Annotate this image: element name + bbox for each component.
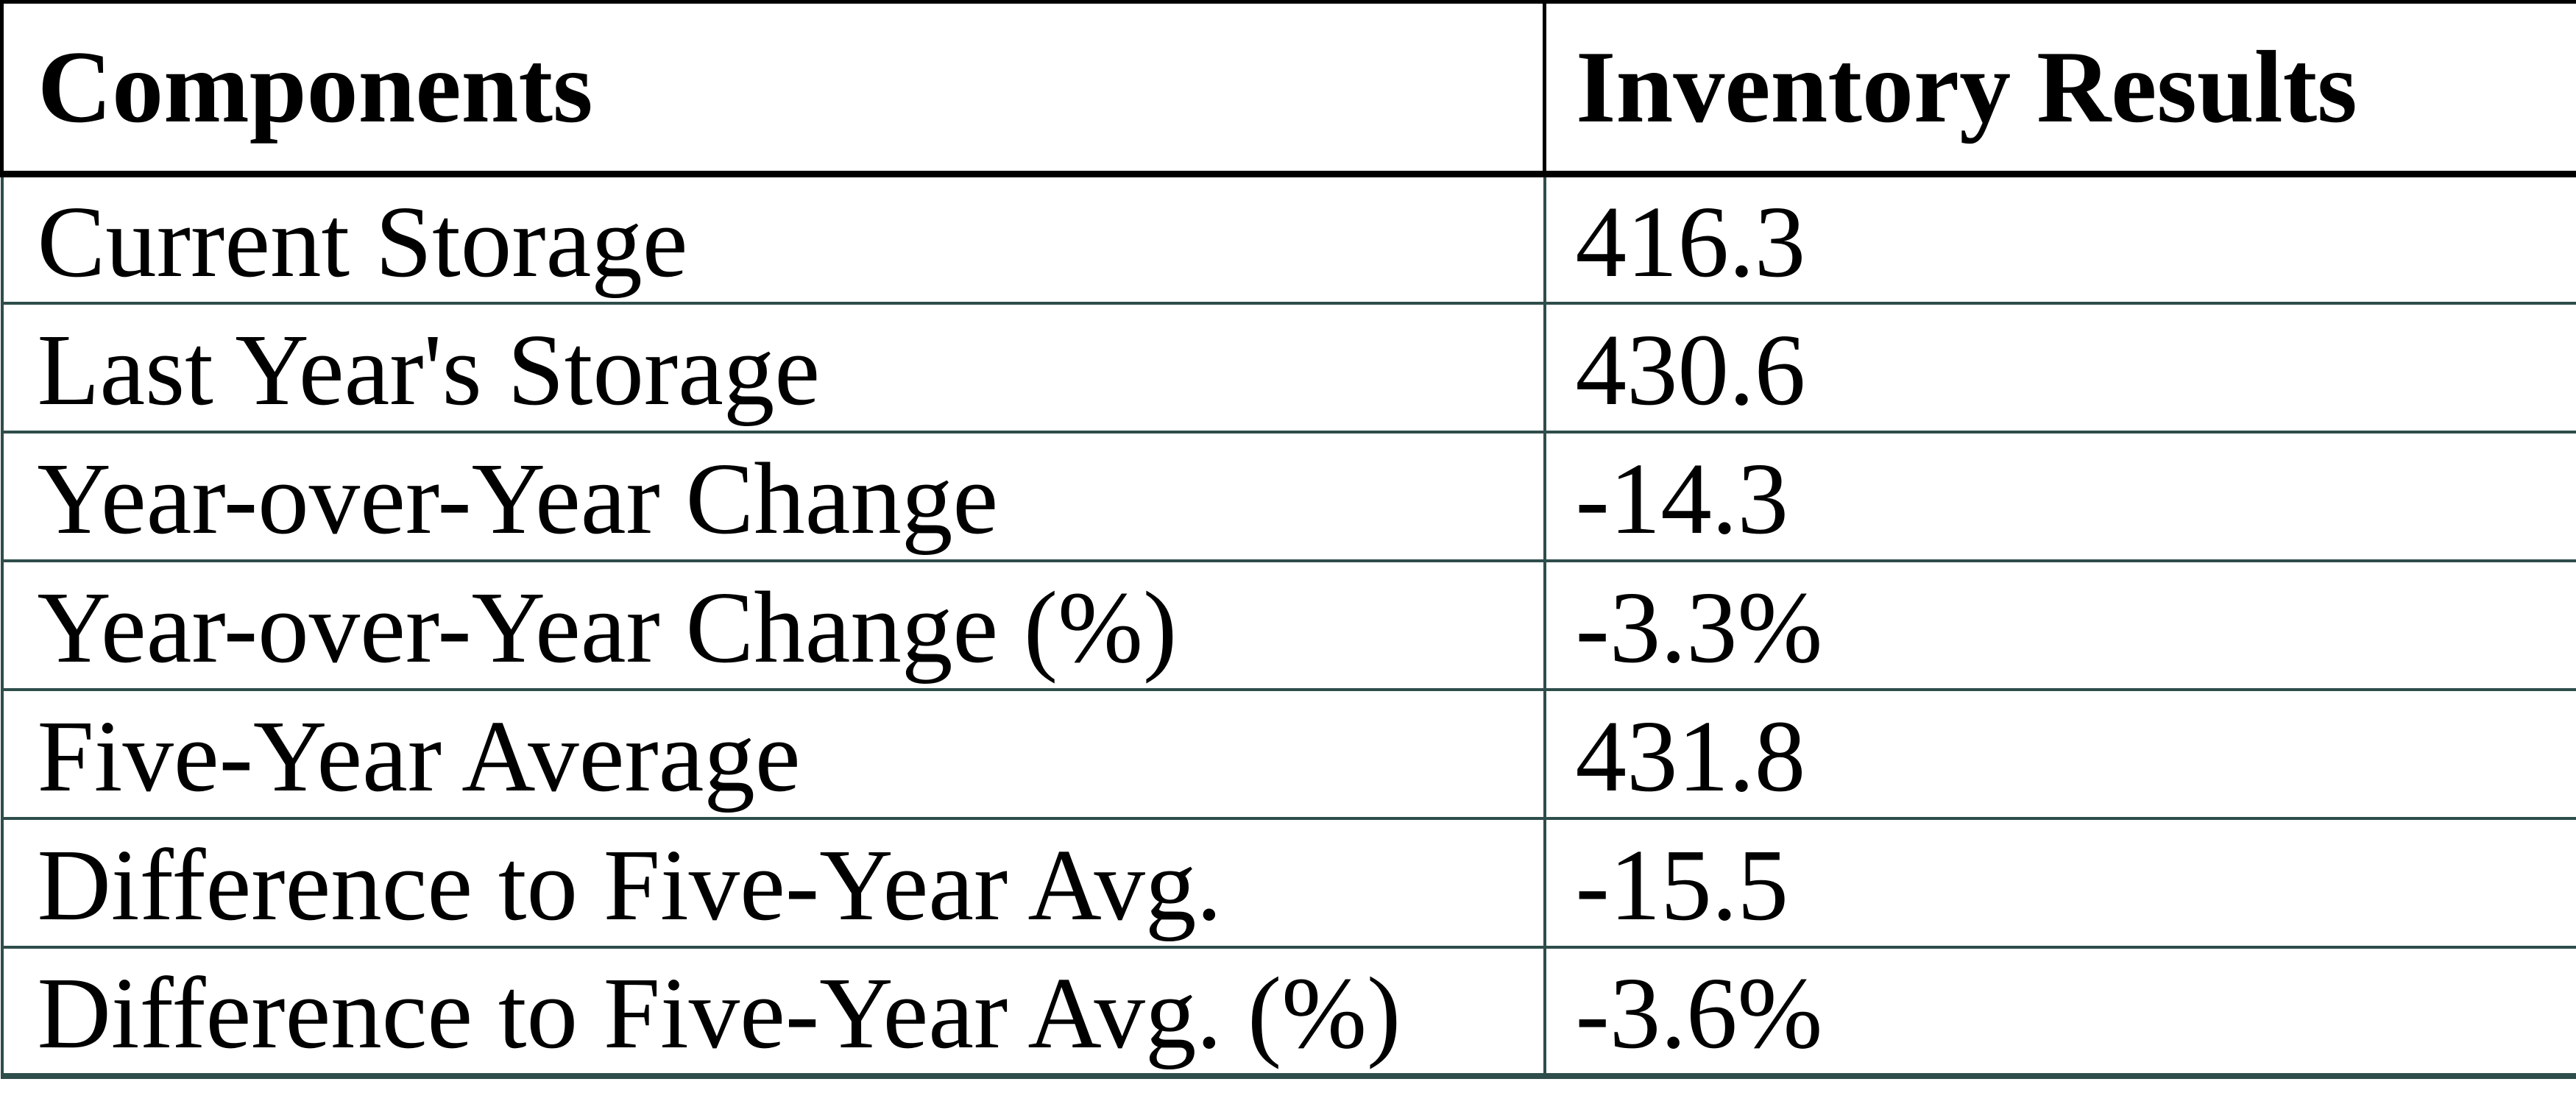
- table-row: Year-over-Year Change (%) -3.3%: [0, 559, 2576, 691]
- row-label: Last Year's Storage: [0, 301, 1546, 434]
- row-label: Current Storage: [0, 172, 1546, 305]
- row-value: -3.6%: [1543, 945, 2576, 1079]
- column-header-components: Components: [0, 0, 1546, 177]
- table-row: Difference to Five-Year Avg. -15.5: [0, 816, 2576, 949]
- table-row: Year-over-Year Change -14.3: [0, 430, 2576, 562]
- row-label: Difference to Five-Year Avg. (%): [0, 945, 1546, 1079]
- row-label: Difference to Five-Year Avg.: [0, 816, 1546, 949]
- inventory-table: Components Inventory Results Current Sto…: [0, 0, 2576, 1079]
- table-row: Current Storage 416.3: [0, 172, 2576, 305]
- row-value: -15.5: [1543, 816, 2576, 949]
- row-value: -3.3%: [1543, 559, 2576, 691]
- row-value: 416.3: [1543, 172, 2576, 305]
- table-row: Difference to Five-Year Avg. (%) -3.6%: [0, 945, 2576, 1079]
- table-row: Last Year's Storage 430.6: [0, 301, 2576, 434]
- row-value: -14.3: [1543, 430, 2576, 562]
- column-header-inventory-results: Inventory Results: [1543, 0, 2576, 177]
- row-label: Year-over-Year Change: [0, 430, 1546, 562]
- row-label: Five-Year Average: [0, 687, 1546, 820]
- row-label: Year-over-Year Change (%): [0, 559, 1546, 691]
- row-value: 431.8: [1543, 687, 2576, 820]
- table-row: Five-Year Average 431.8: [0, 687, 2576, 820]
- table-header-row: Components Inventory Results: [0, 0, 2576, 177]
- row-value: 430.6: [1543, 301, 2576, 434]
